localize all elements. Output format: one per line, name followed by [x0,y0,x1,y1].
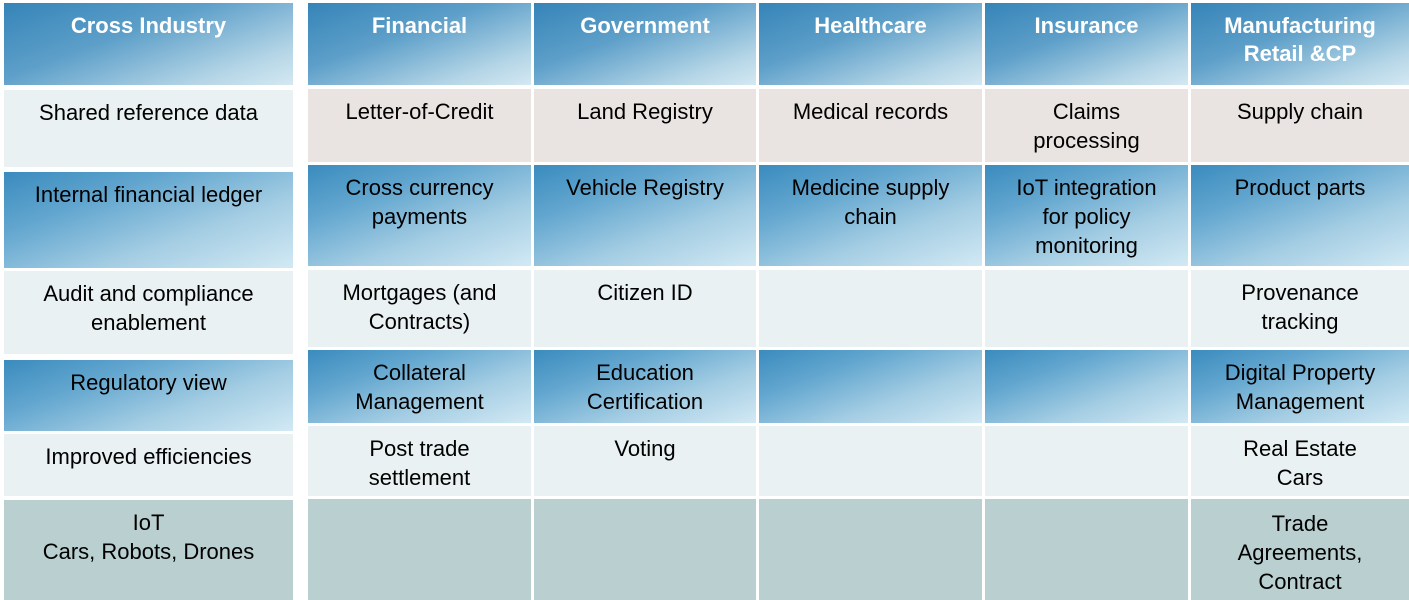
use-case-cell-healthcare: Medicine supply chain [759,165,982,266]
use-case-cell-financial: Post trade settlement [308,426,531,496]
cross-industry-item: Improved efficiencies [4,434,293,496]
use-case-cell-manufacturing: Real Estate Cars [1191,426,1409,496]
use-case-cell-healthcare [759,499,982,600]
use-case-cell-financial: Cross currency payments [308,165,531,266]
use-case-cell-manufacturing: Trade Agreements, Contract [1191,499,1409,600]
use-case-cell-insurance [985,499,1188,600]
use-case-cell-government [534,499,756,600]
use-case-cell-government: Land Registry [534,89,756,162]
use-case-cell-government: Voting [534,426,756,496]
header-financial: Financial [308,3,531,85]
use-case-cell-government: Education Certification [534,350,756,423]
use-case-cell-manufacturing: Provenance tracking [1191,270,1409,347]
header-cross-industry: Cross Industry [4,3,293,85]
use-case-cell-manufacturing: Digital Property Management [1191,350,1409,423]
use-case-cell-financial [308,499,531,600]
use-case-cell-insurance: Claims processing [985,89,1188,162]
use-case-cell-insurance [985,270,1188,347]
use-case-cell-financial: Mortgages (and Contracts) [308,270,531,347]
use-case-cell-healthcare: Medical records [759,89,982,162]
use-case-cell-financial: Collateral Management [308,350,531,423]
cross-industry-item: Shared reference data [4,90,293,167]
cross-industry-item: Internal financial ledger [4,172,293,268]
use-case-cell-government: Vehicle Registry [534,165,756,266]
use-case-cell-insurance: IoT integration for policy monitoring [985,165,1188,266]
use-case-cell-healthcare [759,270,982,347]
use-case-cell-manufacturing: Supply chain [1191,89,1409,162]
use-case-cell-financial: Letter-of-Credit [308,89,531,162]
cross-industry-item: Audit and compliance enablement [4,271,293,354]
cross-industry-item: IoT Cars, Robots, Drones [4,500,293,600]
use-case-cell-government: Citizen ID [534,270,756,347]
header-government: Government [534,3,756,85]
use-case-cell-insurance [985,350,1188,423]
use-case-cell-healthcare [759,350,982,423]
use-case-cell-healthcare [759,426,982,496]
header-manufacturing: Manufacturing Retail &CP [1191,3,1409,85]
use-case-cell-insurance [985,426,1188,496]
use-case-cell-manufacturing: Product parts [1191,165,1409,266]
header-healthcare: Healthcare [759,3,982,85]
cross-industry-item: Regulatory view [4,360,293,431]
header-insurance: Insurance [985,3,1188,85]
